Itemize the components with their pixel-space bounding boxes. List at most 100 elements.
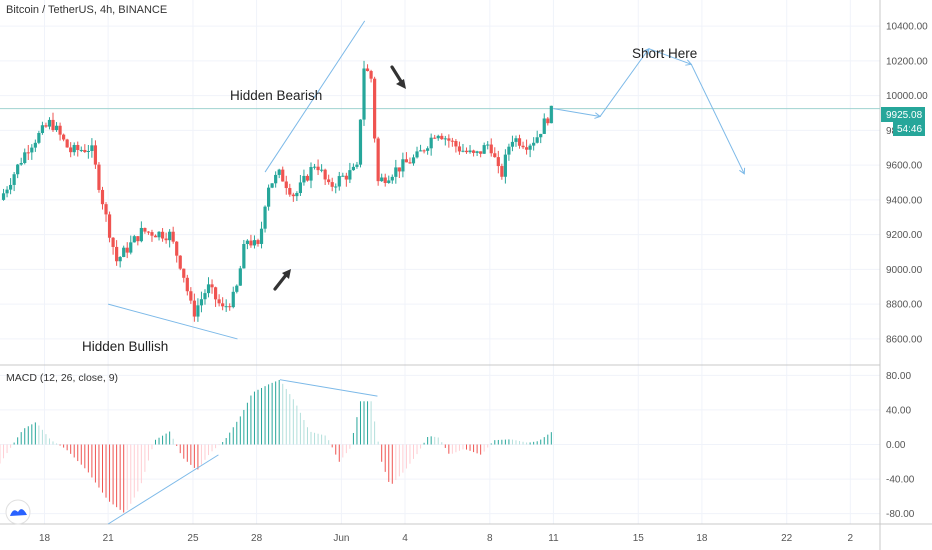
time-tick-label: 8 xyxy=(487,533,493,544)
candle-body xyxy=(150,232,154,236)
candle-body xyxy=(316,166,320,171)
candle-body xyxy=(330,182,334,187)
candle-body xyxy=(76,144,80,150)
candle-body xyxy=(97,164,101,190)
price-tick-label: 8800.00 xyxy=(886,300,923,311)
candle-body xyxy=(122,247,126,257)
candle-body xyxy=(468,150,472,153)
projection-segment[interactable] xyxy=(599,48,650,117)
candle-body xyxy=(362,68,366,120)
candle-body xyxy=(58,125,62,135)
candle-body xyxy=(539,133,543,138)
candle-body xyxy=(86,150,90,152)
candle-body xyxy=(500,166,504,177)
macd-title[interactable]: MACD (12, 26, close, 9) xyxy=(6,372,118,384)
time-tick-label: 11 xyxy=(548,533,559,544)
candle-body xyxy=(390,176,394,181)
candle-body xyxy=(302,175,306,183)
candle-body xyxy=(295,193,299,197)
candle-body xyxy=(160,231,165,239)
candle-body xyxy=(394,167,398,177)
candle-body xyxy=(62,134,66,140)
tradingview-logo-icon[interactable] xyxy=(5,499,31,525)
candle-body xyxy=(168,231,172,241)
candle-body xyxy=(532,142,536,146)
projection-arrowhead xyxy=(739,167,746,175)
candle-body xyxy=(83,149,87,152)
projection-segment[interactable] xyxy=(648,48,692,65)
candle-body xyxy=(182,268,186,278)
candle-body xyxy=(107,214,112,238)
drawings-layer[interactable] xyxy=(107,20,746,525)
candle-body xyxy=(380,177,384,182)
candle-body xyxy=(429,137,433,149)
candle-body xyxy=(415,151,419,158)
candle-body xyxy=(298,182,303,194)
time-tick-label: 2 xyxy=(848,533,854,544)
candle-body xyxy=(221,303,225,307)
candle-body xyxy=(90,145,94,151)
time-tick-label: 4 xyxy=(402,533,408,544)
candle-body xyxy=(479,151,483,154)
projection-segment[interactable] xyxy=(553,108,601,117)
countdown-badge-bg xyxy=(893,122,925,136)
candle-body xyxy=(355,164,359,167)
candle-body xyxy=(213,287,218,300)
annotation-hidden-bearish[interactable]: Hidden Bearish xyxy=(230,88,322,103)
hidden-bullish-line[interactable] xyxy=(108,303,238,340)
candle-body xyxy=(542,118,546,134)
candle-body xyxy=(365,68,370,72)
candle-body xyxy=(471,150,476,153)
candle-body xyxy=(288,188,292,195)
candle-body xyxy=(143,227,147,232)
candle-body xyxy=(351,166,356,171)
candle-body xyxy=(348,170,352,180)
macd-tick-label: -40.00 xyxy=(886,475,915,486)
candle-body xyxy=(192,300,196,317)
candle-body xyxy=(26,152,30,154)
annotation-hidden-bullish[interactable]: Hidden Bullish xyxy=(82,339,168,354)
price-grid xyxy=(0,0,880,524)
macd-bottom-line[interactable] xyxy=(107,454,219,525)
candle-body xyxy=(422,150,426,152)
annotation-short-here[interactable]: Short Here xyxy=(632,46,697,61)
macd-top-line[interactable] xyxy=(279,379,378,397)
candle-body xyxy=(199,299,204,306)
candle-body xyxy=(210,284,214,288)
time-tick-label: 21 xyxy=(103,533,115,544)
macd-axis[interactable]: -80.00 -40.00 0.00 40.00 80.00 xyxy=(886,371,915,520)
candle-body xyxy=(37,133,41,143)
candle-body xyxy=(327,179,331,183)
candle-body xyxy=(189,291,193,301)
candle-body xyxy=(157,231,161,238)
candle-body xyxy=(263,206,267,229)
candle-body xyxy=(464,150,469,153)
candle-body xyxy=(93,145,98,165)
candle-body xyxy=(153,235,158,238)
price-tick-label: 9000.00 xyxy=(886,265,923,276)
time-tick-label: Jun xyxy=(333,533,349,544)
chart-title: Bitcoin / TetherUS, 4h, BINANCE xyxy=(6,4,167,16)
candle-body xyxy=(549,105,553,124)
candlestick-series[interactable] xyxy=(1,60,553,322)
candle-body xyxy=(277,169,281,175)
candle-body xyxy=(266,187,271,207)
candle-body xyxy=(118,256,122,262)
candle-body xyxy=(252,240,257,246)
candle-body xyxy=(369,71,373,79)
candle-body xyxy=(259,228,264,244)
candle-body xyxy=(312,166,317,168)
time-tick-label: 18 xyxy=(696,533,708,544)
price-axis[interactable]: 8600.00 8800.00 9000.00 9200.00 9400.00 9600.… xyxy=(886,22,928,346)
hidden-bearish-line[interactable] xyxy=(264,20,366,173)
arrow-up-icon[interactable] xyxy=(273,269,291,291)
candle-body xyxy=(426,148,430,151)
candle-body xyxy=(524,147,529,150)
candle-body xyxy=(411,157,416,164)
price-tick-label: 10400.00 xyxy=(886,22,928,33)
candle-body xyxy=(397,167,401,172)
arrow-down-icon[interactable] xyxy=(390,65,406,89)
time-axis[interactable]: 18 21 25 28 Jun 4 8 11 15 18 22 2 xyxy=(39,533,854,544)
projection-segment[interactable] xyxy=(690,64,745,175)
